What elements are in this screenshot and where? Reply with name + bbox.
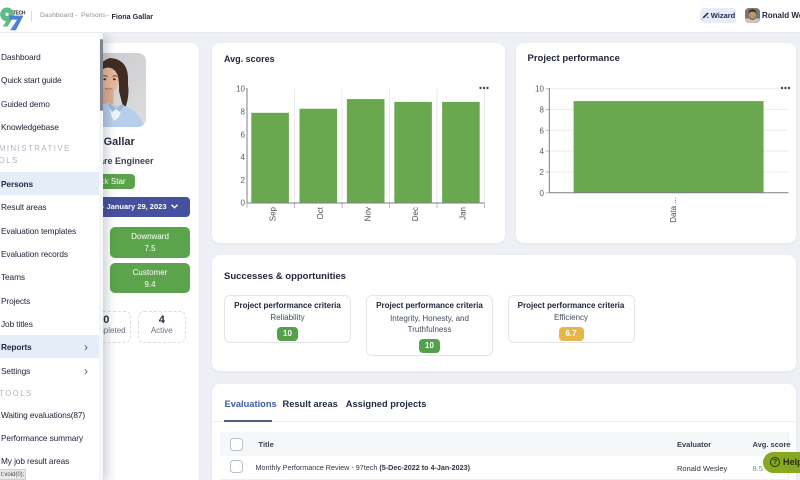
svg-text:6: 6: [540, 126, 545, 135]
svg-text:4: 4: [241, 153, 246, 162]
svg-text:8: 8: [540, 106, 545, 115]
svg-text:Jan: Jan: [459, 207, 468, 220]
svg-text:Dec: Dec: [411, 207, 420, 221]
svg-text:10: 10: [236, 85, 245, 94]
svg-text:4: 4: [540, 147, 545, 156]
svg-text:8: 8: [241, 108, 246, 117]
svg-text:0: 0: [540, 189, 545, 198]
svg-text:10: 10: [535, 85, 544, 94]
svg-text:2: 2: [241, 176, 246, 185]
svg-text:2: 2: [540, 168, 545, 177]
svg-text:6: 6: [241, 130, 246, 139]
svg-text:Data ...: Data ...: [669, 197, 678, 223]
svg-text:0: 0: [241, 199, 246, 208]
svg-text:Nov: Nov: [364, 207, 373, 221]
svg-text:Sep: Sep: [269, 206, 278, 221]
svg-text:TECH: TECH: [13, 11, 26, 17]
svg-text:Oct: Oct: [316, 206, 325, 219]
